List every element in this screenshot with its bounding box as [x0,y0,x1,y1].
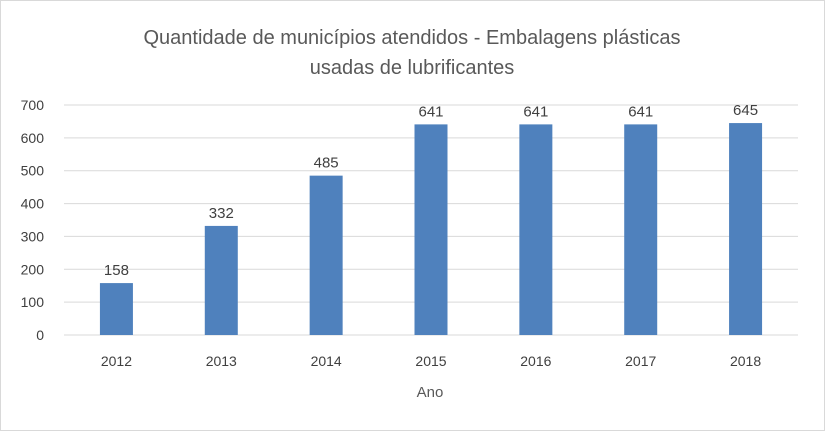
y-tick-label: 600 [21,130,45,146]
y-tick-label: 300 [21,228,45,244]
x-tick-label-2016: 2016 [520,353,551,369]
y-tick-label: 500 [21,163,45,179]
bar-2017 [624,124,658,335]
x-tick-label-2015: 2015 [415,353,446,369]
bar-2012 [99,283,133,335]
x-tick-label-2014: 2014 [311,353,342,369]
bar-2013 [204,225,238,335]
data-label-2015: 641 [418,103,443,120]
data-label-2013: 332 [209,205,234,222]
data-label-2018: 645 [733,102,758,119]
y-tick-label: 400 [21,196,45,212]
bar-2018 [729,123,763,335]
bar-2014 [309,175,343,335]
chart-title-line-1: Quantidade de municípios atendidos - Emb… [144,27,681,49]
x-tick-label-2018: 2018 [730,353,761,369]
bar-2015 [414,124,448,335]
data-label-2017: 641 [628,103,653,120]
x-axis-ticks: 2012 2013 2014 2015 2016 2017 2018 [101,353,762,369]
x-tick-label-2013: 2013 [206,353,237,369]
data-label-2014: 485 [314,155,339,172]
y-tick-label: 200 [21,261,45,277]
data-label-2012: 158 [104,262,129,279]
x-axis-label: Ano [417,384,444,401]
bars [99,123,763,335]
data-labels: 158 332 485 641 641 641 645 [104,102,758,279]
y-axis-ticks: 0 100 200 300 400 500 600 700 [21,97,45,343]
y-tick-label: 100 [21,294,45,310]
x-tick-label-2012: 2012 [101,353,132,369]
chart-title-line-2: usadas de lubrificantes [310,57,515,79]
y-tick-label: 700 [21,97,45,113]
y-tick-label: 0 [36,327,44,343]
bar-2016 [519,124,553,335]
x-tick-label-2017: 2017 [625,353,656,369]
data-label-2016: 641 [523,103,548,120]
